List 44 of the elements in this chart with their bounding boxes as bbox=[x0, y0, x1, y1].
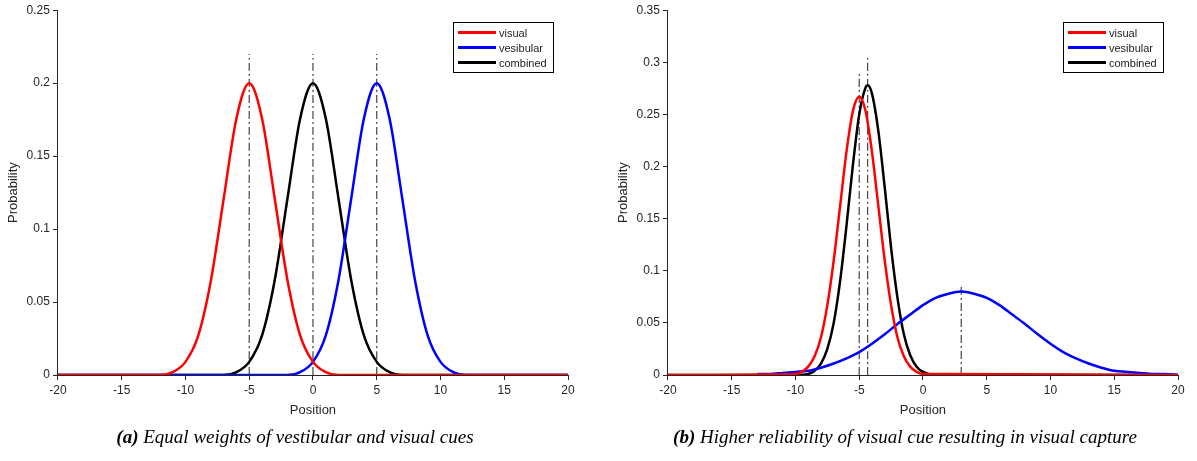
legend-label: visual bbox=[499, 26, 528, 39]
legend-label: combined bbox=[1109, 56, 1157, 69]
y-tick-label: 0.05 bbox=[26, 294, 51, 309]
text: (a) Equal weights of vestibular and visual cues bbox=[115, 426, 475, 448]
y-tick-label: 0.35 bbox=[636, 2, 661, 17]
y-tick-label: 0.15 bbox=[636, 210, 661, 225]
y-axis-title: Probability bbox=[615, 161, 631, 223]
x-tick-label: -5 bbox=[853, 382, 865, 397]
x-tick-label: 10 bbox=[433, 382, 448, 397]
x-tick-label: 10 bbox=[1043, 382, 1058, 397]
x-tick-label: -15 bbox=[113, 382, 131, 397]
x-tick-label: -15 bbox=[723, 382, 741, 397]
x-tick-label: 5 bbox=[373, 382, 381, 397]
y-tick-label: 0.25 bbox=[26, 2, 51, 17]
x-tick-label: -10 bbox=[786, 382, 805, 397]
y-tick-label: 0 bbox=[653, 367, 661, 382]
x-tick-label: 20 bbox=[561, 382, 575, 397]
y-tick-label: 0.3 bbox=[643, 54, 661, 69]
x-tick-label: -10 bbox=[176, 382, 195, 397]
x-tick-label: 0 bbox=[309, 382, 317, 397]
x-axis-title: Position bbox=[289, 401, 337, 417]
y-tick-label: 0.05 bbox=[636, 315, 661, 330]
y-tick-label: 0.2 bbox=[643, 158, 661, 173]
y-tick-label: 0.2 bbox=[33, 75, 51, 90]
x-tick-label: -20 bbox=[49, 382, 67, 397]
x-tick-label: 20 bbox=[1171, 382, 1185, 397]
y-axis-title: Probability bbox=[5, 161, 21, 223]
legend-label: vesibular bbox=[1109, 41, 1154, 54]
legend-label: vesibular bbox=[499, 41, 544, 54]
y-tick-label: 0.1 bbox=[643, 263, 661, 278]
text: (b) Higher reliability of visual cue resulting in visual capture bbox=[672, 426, 1138, 448]
y-tick-label: 0 bbox=[43, 367, 51, 382]
legend-label: visual bbox=[1109, 26, 1138, 39]
x-tick-label: 15 bbox=[1107, 382, 1122, 397]
x-axis-title: Position bbox=[899, 401, 947, 417]
y-tick-label: 0.25 bbox=[636, 106, 661, 121]
x-tick-label: 15 bbox=[497, 382, 512, 397]
x-tick-label: -20 bbox=[659, 382, 677, 397]
legend-label: combined bbox=[499, 56, 547, 69]
y-tick-label: 0.1 bbox=[33, 221, 51, 236]
y-tick-label: 0.15 bbox=[26, 148, 51, 163]
x-tick-label: 5 bbox=[983, 382, 991, 397]
x-tick-label: -5 bbox=[243, 382, 255, 397]
x-tick-label: 0 bbox=[919, 382, 927, 397]
